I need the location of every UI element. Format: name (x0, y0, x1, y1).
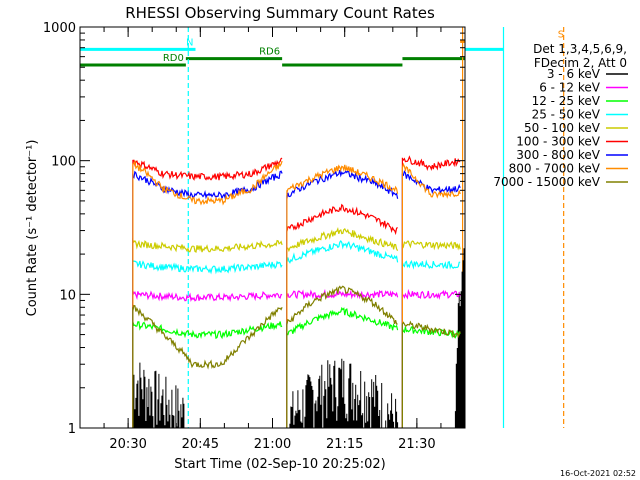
legend-label: 7000 - 15000 keV (493, 175, 600, 189)
series-5-segment-0 (132, 157, 283, 428)
series-0-segment-2 (454, 248, 466, 428)
legend-label: 800 - 7000 keV (509, 162, 601, 176)
series-4-segment-0 (132, 237, 283, 428)
legend-label: 300 - 800 keV (516, 148, 600, 162)
flag-label-1: S (558, 29, 564, 40)
series-3-segment-0 (132, 259, 283, 428)
y-tick-label: 10 (59, 288, 76, 303)
x-tick-label: 21:15 (326, 437, 363, 452)
legend-label: 25 - 50 keV (532, 108, 601, 122)
legend-label: 50 - 100 keV (524, 121, 601, 135)
series-7-segment-2 (401, 162, 461, 428)
legend-label: 6 - 12 keV (539, 81, 601, 95)
legend-label: 100 - 300 keV (516, 135, 600, 149)
series-100-300-kev (132, 155, 461, 428)
footer-date: 16-Oct-2021 02:52 (560, 469, 636, 478)
series-8-segment-0 (132, 304, 283, 428)
series-1-segment-1 (286, 288, 399, 428)
x-tick-label: 20:45 (182, 437, 219, 452)
series-1-segment-2 (401, 288, 461, 428)
y-axis-label: Count Rate (s⁻¹ detector⁻¹) (25, 140, 40, 317)
series-25-50-kev (132, 239, 461, 428)
x-tick-label: 21:30 (398, 437, 435, 452)
series-2-segment-1 (286, 306, 399, 428)
legend: Det 1,3,4,5,6,9, FDecim 2, Att 0 3 - 6 k… (493, 42, 628, 189)
x-ticks: 20:30 20:45 21:00 21:15 21:30 (79, 27, 466, 452)
plot-frame-bg (80, 27, 465, 428)
legend-label: 3 - 6 keV (547, 67, 601, 81)
chart-title: RHESSI Observing Summary Count Rates (125, 4, 435, 22)
y-tick-label: 1 (68, 422, 76, 437)
y-tick-label: 1000 (43, 21, 76, 36)
series-layer (132, 155, 466, 428)
series-7000-15000-kev (132, 285, 461, 428)
series-6-segment-2 (401, 170, 461, 428)
y-ticks: 1 10 100 1000 (43, 21, 465, 437)
series-3-segment-1 (286, 239, 399, 428)
flag-label-3: RD0 (163, 53, 184, 64)
series-5-segment-2 (401, 155, 461, 428)
series-4-segment-1 (286, 227, 399, 428)
series-800-7000-kev (132, 159, 461, 428)
series-8-segment-2 (401, 320, 461, 428)
flags-layer: N S RD0 RD6 (80, 29, 564, 67)
series-5-segment-1 (286, 203, 398, 428)
plot-area (80, 27, 465, 428)
legend-header-line-1: Det 1,3,4,5,6,9, (533, 42, 627, 56)
series-4-segment-2 (401, 240, 461, 428)
series-6-12-kev (132, 288, 461, 428)
x-tick-label: 20:30 (109, 437, 146, 452)
x-tick-label: 21:00 (254, 437, 291, 452)
flag-label-4: RD6 (259, 47, 280, 58)
y-tick-label: 100 (51, 155, 76, 170)
series-2-segment-0 (132, 321, 283, 428)
series-1-segment-0 (132, 290, 283, 428)
series-3-segment-2 (401, 259, 461, 428)
legend-header-line-2: FDecim 2, Att 0 (534, 56, 627, 70)
series-7-segment-1 (286, 164, 399, 428)
legend-label: 12 - 25 keV (532, 94, 601, 108)
series-8-segment-1 (286, 285, 398, 428)
x-axis-label: Start Time (02-Sep-10 20:25:02) (174, 457, 385, 472)
series-7-segment-0 (132, 159, 283, 428)
series-50-100-kev (132, 227, 461, 428)
flag-label-0: N (186, 37, 193, 48)
